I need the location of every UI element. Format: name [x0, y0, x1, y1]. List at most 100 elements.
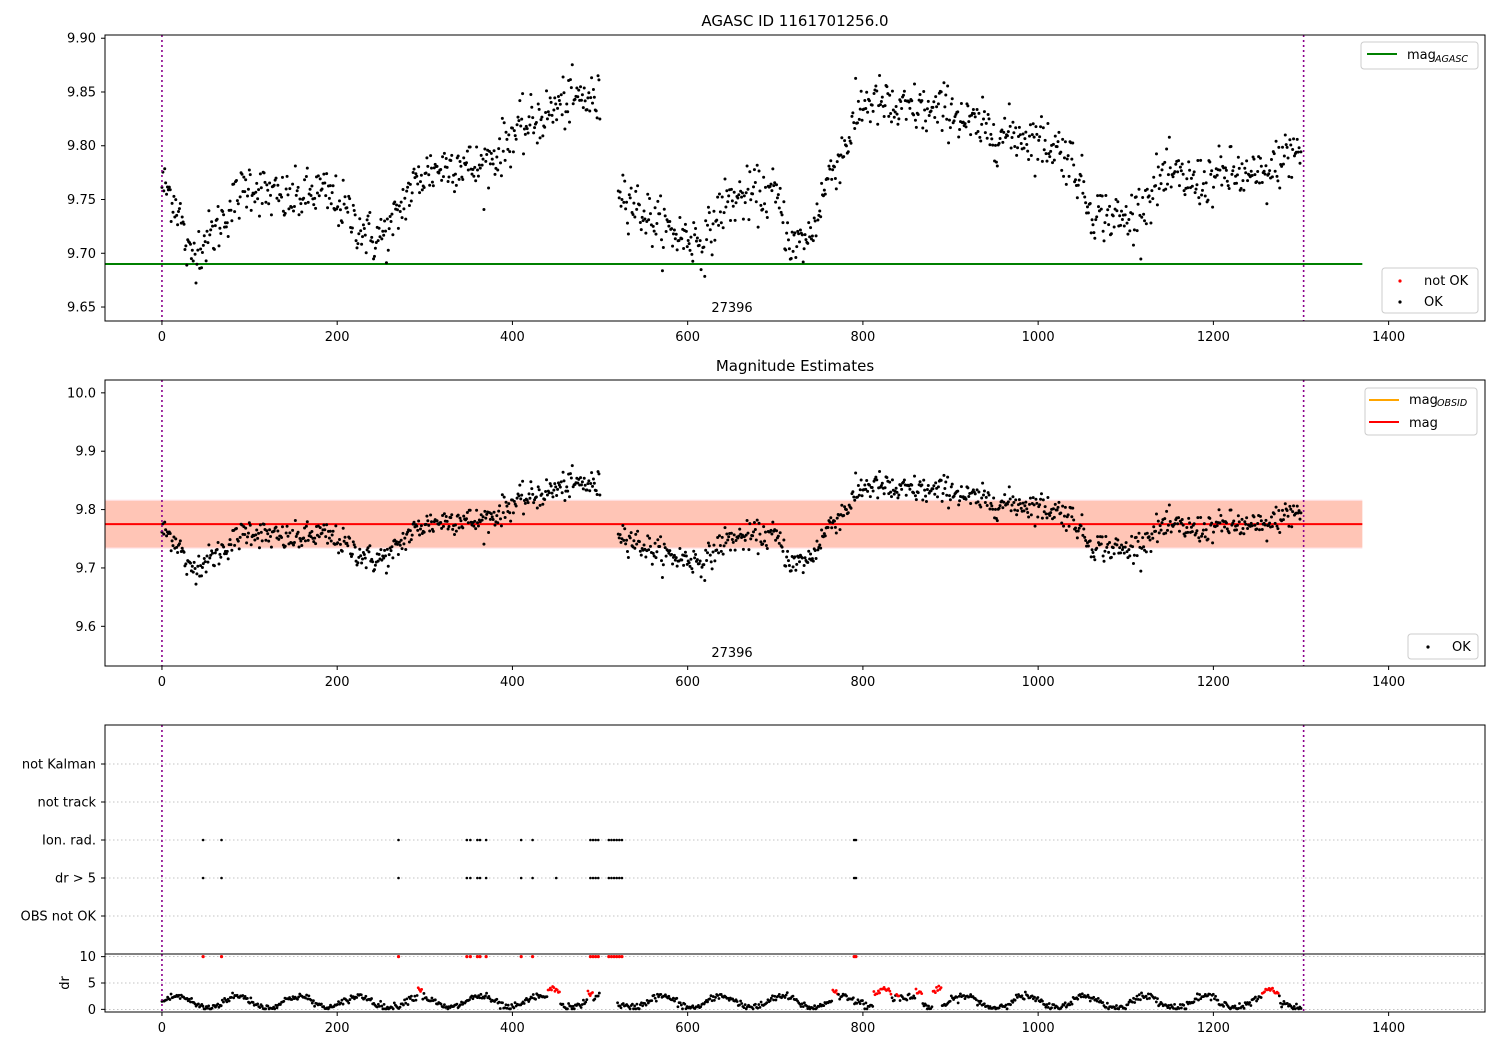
dr-ok-point [986, 1004, 990, 1008]
dr-ok-point [976, 1003, 979, 1007]
ok-point [1297, 146, 1301, 150]
ok-point [706, 551, 710, 555]
ok-point [482, 542, 486, 546]
ok-point [485, 152, 489, 156]
dr-ok-point [504, 1003, 508, 1007]
ok-point [450, 153, 454, 157]
dr-capped-point [475, 955, 479, 959]
dr-ok-point [566, 1007, 569, 1011]
flag-category-label: not Kalman [22, 758, 96, 773]
ok-point [1154, 512, 1158, 516]
dr-ok-point [898, 999, 902, 1002]
ok-point [361, 223, 365, 227]
ok-point [866, 110, 870, 114]
x-tick-label: 200 [325, 675, 350, 690]
ok-point [950, 482, 954, 486]
dr-ok-point [1166, 1006, 1170, 1009]
ok-point [1283, 133, 1287, 137]
dr-ok-point [264, 1007, 268, 1011]
ok-point [1048, 155, 1052, 159]
ok-point [1189, 525, 1193, 529]
ok-point [293, 164, 297, 168]
ok-point [706, 205, 710, 209]
dr-ok-point [242, 997, 246, 1000]
ok-point [504, 130, 508, 134]
ok-point [538, 503, 542, 507]
ok-point [1167, 503, 1171, 507]
ok-point [720, 535, 724, 539]
ok-point [757, 169, 761, 173]
ok-point [1255, 180, 1259, 184]
dr-not-ok-point [935, 985, 938, 989]
dr-ok-point [1043, 1003, 1047, 1007]
ok-point [1260, 181, 1264, 185]
ok-point [568, 472, 572, 476]
ok-point [458, 516, 462, 520]
dr-ok-point [1046, 1005, 1050, 1009]
ok-point [184, 562, 188, 566]
ok-point [248, 173, 252, 177]
ok-point [1155, 540, 1159, 544]
ok-point [1253, 173, 1257, 177]
ok-point [1045, 159, 1049, 163]
ok-point [1032, 503, 1036, 507]
ok-point [850, 114, 854, 118]
ok-point [326, 541, 330, 545]
flag-point [554, 876, 558, 880]
ok-point [1052, 158, 1056, 162]
ok-point [425, 156, 429, 160]
ok-point [648, 212, 652, 216]
ok-point [440, 526, 444, 530]
ok-point [713, 559, 717, 563]
flag-point [591, 838, 595, 842]
ok-point [957, 503, 961, 507]
ok-point [1239, 531, 1243, 535]
ok-point [246, 187, 250, 191]
ok-point [859, 478, 863, 482]
dr-ok-point [921, 1002, 925, 1005]
ok-point [247, 521, 251, 525]
ok-point [188, 561, 192, 565]
ok-point [487, 186, 491, 190]
ok-point [1060, 521, 1064, 525]
ok-point [667, 224, 671, 228]
dr-capped-point [596, 955, 600, 959]
ok-point [1281, 508, 1285, 512]
ok-point [1033, 174, 1037, 178]
dr-ok-point [743, 1003, 747, 1007]
ok-point [1288, 504, 1292, 508]
ok-point [357, 232, 361, 236]
ok-point [286, 193, 290, 197]
dr-ok-point [911, 996, 914, 1000]
dr-ok-point [274, 1003, 278, 1007]
ok-point [317, 535, 321, 539]
dr-ok-point [765, 1001, 769, 1005]
ok-point [1083, 535, 1087, 539]
ok-point [459, 519, 463, 523]
dr-ok-point [1154, 1000, 1158, 1004]
ok-point [1026, 510, 1030, 514]
dr-ok-point [773, 994, 777, 998]
ok-point [1256, 169, 1260, 173]
ok-point [509, 165, 513, 169]
ok-point [548, 96, 552, 100]
ok-point [1182, 189, 1186, 193]
ok-point [969, 133, 973, 137]
ok-point [868, 120, 872, 124]
ok-point [465, 149, 469, 153]
ok-point [1186, 186, 1190, 190]
ok-point [1291, 510, 1295, 514]
ok-point [1015, 153, 1019, 157]
ok-point [948, 498, 952, 502]
ok-point [1012, 501, 1016, 505]
dr-ok-point [1063, 1001, 1067, 1005]
dr-ok-point [1214, 994, 1217, 998]
ok-point [1157, 187, 1161, 191]
ok-point [1008, 497, 1012, 501]
ok-point [590, 76, 594, 80]
ok-point [514, 137, 518, 141]
ok-point [987, 493, 991, 497]
ok-point [1127, 548, 1131, 552]
ok-point [1080, 153, 1084, 157]
